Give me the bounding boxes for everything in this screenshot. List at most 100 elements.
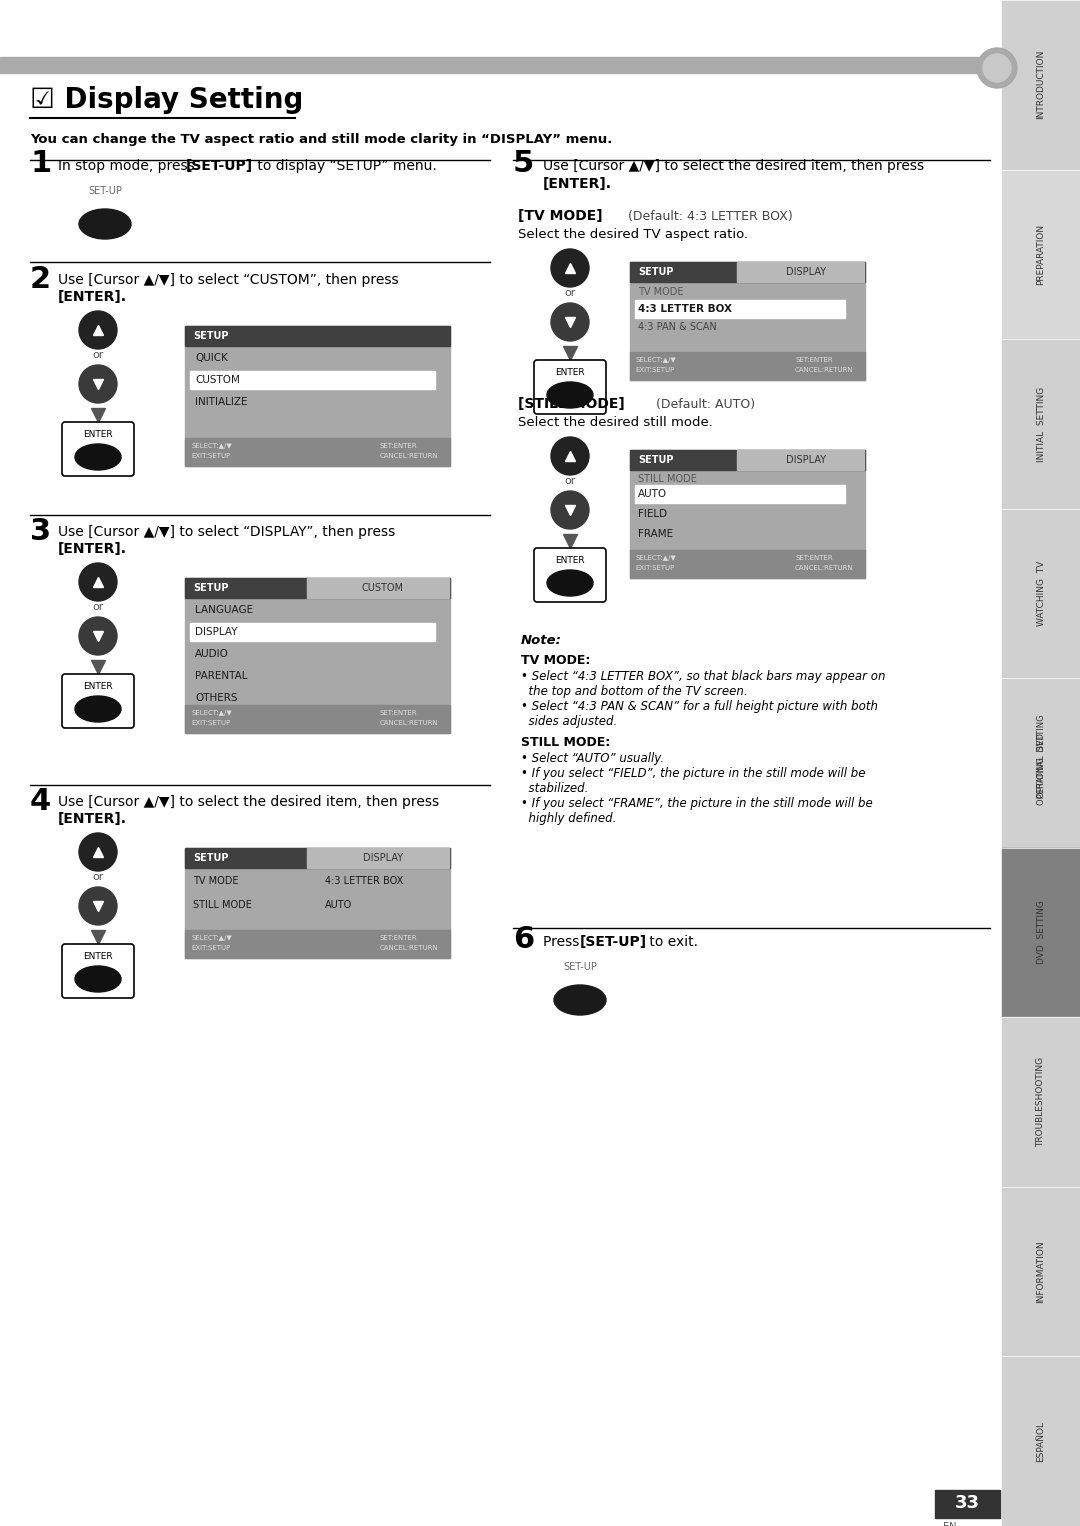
Text: • Select “AUTO” usually.: • Select “AUTO” usually. (521, 752, 664, 765)
Ellipse shape (79, 311, 117, 349)
Text: [ENTER].: [ENTER]. (58, 812, 127, 826)
Text: In stop mode, press: In stop mode, press (58, 159, 199, 172)
Circle shape (977, 47, 1017, 89)
Text: [ENTER].: [ENTER]. (58, 290, 127, 304)
Text: SELECT:▲/▼: SELECT:▲/▼ (635, 555, 676, 562)
Text: ENTER: ENTER (83, 682, 112, 691)
Text: SELECT:▲/▼: SELECT:▲/▼ (191, 935, 232, 942)
Text: the top and bottom of the TV screen.: the top and bottom of the TV screen. (521, 685, 747, 697)
Text: TROUBLESHOOTING: TROUBLESHOOTING (1037, 1058, 1045, 1148)
Text: SETUP: SETUP (193, 331, 229, 340)
FancyBboxPatch shape (62, 674, 134, 728)
Bar (185, 848, 450, 868)
Bar (185, 848, 450, 958)
Text: Use [Cursor ▲/▼] to select “CUSTOM”, then press: Use [Cursor ▲/▼] to select “CUSTOM”, the… (58, 273, 399, 287)
Bar (1002, 1357, 1080, 1526)
Text: TV MODE: TV MODE (193, 876, 239, 887)
Text: Press: Press (543, 935, 584, 949)
Text: INTRODUCTION: INTRODUCTION (1037, 50, 1045, 119)
FancyBboxPatch shape (534, 360, 606, 414)
Text: ENTER: ENTER (555, 555, 584, 565)
Bar (1002, 678, 1080, 848)
Text: • Select “4:3 LETTER BOX”, so that black bars may appear on: • Select “4:3 LETTER BOX”, so that black… (521, 670, 886, 684)
Text: ENTER: ENTER (555, 368, 584, 377)
Text: highly defined.: highly defined. (521, 812, 617, 826)
Bar (185, 578, 450, 732)
Text: EXIT:SETUP: EXIT:SETUP (635, 366, 674, 372)
Text: ☑ Display Setting: ☑ Display Setting (30, 85, 303, 114)
Text: SET-UP: SET-UP (89, 186, 122, 195)
Text: (Default: AUTO): (Default: AUTO) (656, 398, 755, 410)
Text: [ENTER].: [ENTER]. (543, 177, 612, 191)
Bar (630, 450, 865, 470)
Bar (513, 626, 990, 916)
Text: SELECT:▲/▼: SELECT:▲/▼ (635, 357, 676, 363)
Text: [SET-UP]: [SET-UP] (186, 159, 253, 172)
Text: DVD  SETTING: DVD SETTING (1037, 900, 1045, 964)
Text: 3: 3 (30, 517, 51, 546)
Ellipse shape (554, 984, 606, 1015)
Text: or: or (92, 871, 104, 882)
Text: 6: 6 (513, 925, 535, 954)
Bar (307, 578, 449, 598)
Text: 1: 1 (30, 150, 51, 179)
Bar (1002, 339, 1080, 508)
Text: TV MODE:: TV MODE: (521, 655, 591, 667)
Ellipse shape (546, 382, 593, 407)
Text: 5: 5 (513, 150, 535, 179)
Text: DISPLAY: DISPLAY (363, 853, 403, 864)
Text: stabilized.: stabilized. (521, 781, 589, 795)
Bar (1002, 508, 1080, 678)
Text: CANCEL:RETURN: CANCEL:RETURN (380, 453, 438, 459)
Text: ENTER: ENTER (83, 952, 112, 961)
Text: SELECT:▲/▼: SELECT:▲/▼ (191, 710, 232, 716)
Ellipse shape (79, 617, 117, 655)
Circle shape (983, 53, 1011, 82)
Text: FIELD: FIELD (638, 510, 667, 519)
Bar (0, 56, 997, 73)
Text: SET:ENTER: SET:ENTER (380, 443, 418, 449)
Text: or: or (565, 288, 576, 298)
Bar (190, 371, 435, 389)
Text: OPERATING  DVD: OPERATING DVD (1037, 734, 1045, 806)
Bar (185, 438, 450, 465)
Bar (190, 623, 435, 641)
Text: 4: 4 (30, 787, 51, 816)
Text: 4:3 LETTER BOX: 4:3 LETTER BOX (638, 304, 732, 314)
Bar (1002, 169, 1080, 339)
Ellipse shape (79, 563, 117, 601)
Text: [SET-UP]: [SET-UP] (580, 935, 647, 949)
Text: Use [Cursor ▲/▼] to select “DISPLAY”, then press: Use [Cursor ▲/▼] to select “DISPLAY”, th… (58, 525, 395, 539)
Text: EXIT:SETUP: EXIT:SETUP (635, 565, 674, 571)
Bar (935, 1489, 1000, 1518)
Text: EN: EN (943, 1521, 957, 1526)
Text: or: or (92, 349, 104, 360)
Ellipse shape (79, 887, 117, 925)
Bar (630, 262, 865, 282)
Text: CANCEL:RETURN: CANCEL:RETURN (795, 565, 853, 571)
Text: or: or (565, 476, 576, 485)
Text: DISPLAY: DISPLAY (786, 267, 826, 278)
Ellipse shape (75, 444, 121, 470)
Text: (Default: 4:3 LETTER BOX): (Default: 4:3 LETTER BOX) (627, 211, 793, 223)
Text: 2: 2 (30, 266, 51, 295)
Text: to display “SETUP” menu.: to display “SETUP” menu. (253, 159, 436, 172)
Text: QUICK: QUICK (195, 353, 228, 363)
Text: OPTIONAL  SETTING: OPTIONAL SETTING (1037, 714, 1045, 798)
Text: SELECT:▲/▼: SELECT:▲/▼ (191, 443, 232, 449)
Text: 4:3 PAN & SCAN: 4:3 PAN & SCAN (638, 322, 717, 333)
Text: [ENTER].: [ENTER]. (58, 542, 127, 555)
Ellipse shape (551, 304, 589, 340)
Ellipse shape (546, 571, 593, 597)
Text: STILL MODE: STILL MODE (193, 900, 252, 909)
Text: You can change the TV aspect ratio and still mode clarity in “DISPLAY” menu.: You can change the TV aspect ratio and s… (30, 133, 612, 146)
Text: CUSTOM: CUSTOM (195, 375, 240, 385)
Bar (737, 262, 864, 282)
Bar (185, 327, 450, 346)
Text: CANCEL:RETURN: CANCEL:RETURN (380, 720, 438, 726)
Bar (630, 450, 865, 578)
FancyBboxPatch shape (534, 548, 606, 601)
Text: FRAME: FRAME (638, 530, 673, 539)
Text: ENTER: ENTER (83, 430, 112, 439)
Text: WATCHING  TV: WATCHING TV (1037, 562, 1045, 626)
